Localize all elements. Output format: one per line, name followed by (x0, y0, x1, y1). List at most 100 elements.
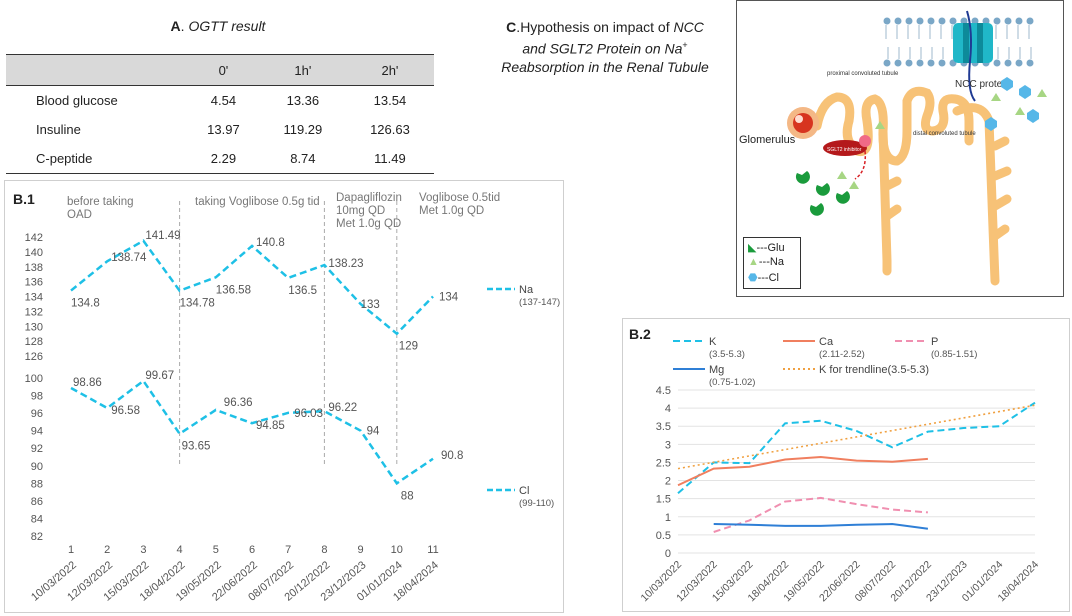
b1-y-tick: 96 (31, 408, 43, 420)
glomerulus-icon (787, 107, 819, 139)
ogtt-row-label: Insuline (36, 122, 81, 137)
b2-legend-name: K (709, 336, 717, 348)
svg-text:SGLT2 inhibitor: SGLT2 inhibitor (827, 147, 862, 153)
b1-y-tick: 126 (25, 351, 43, 363)
b1-y-tick: 134 (25, 292, 43, 304)
b1-y-tick: 136 (25, 277, 43, 289)
b2-trendline (677, 404, 1036, 470)
chloride-icons (985, 77, 1039, 131)
b1-na-line (70, 239, 434, 336)
ogtt-cell: 11.49 (345, 144, 434, 174)
b1-svg: 8284868890929496981001261281301321341361… (25, 192, 561, 604)
b2-legend-range: (3.5-5.3) (709, 349, 745, 360)
table-row: Blood glucose 4.54 13.36 13.54 (6, 86, 434, 116)
lipid-head (916, 17, 924, 25)
ncc-channel-icon (953, 10, 993, 102)
b2-y-tick: 3.5 (656, 421, 671, 433)
b1-na-data-label: 138.23 (328, 258, 363, 270)
b1-na-data-label: 133 (361, 299, 380, 311)
lipid-head (905, 17, 913, 25)
b1-na-data-label: 140.8 (256, 237, 285, 249)
b1-cl-data-label: 96.22 (328, 402, 357, 414)
ogtt-col-header (6, 54, 187, 86)
b1-x-tick: 11 (427, 544, 438, 556)
sglt2-inhibitor-icon: SGLT2 inhibitor (823, 135, 871, 180)
ogtt-cell: 13.97 (207, 122, 240, 137)
ogtt-cell: 13.36 (286, 93, 320, 108)
ogtt-col-header: 1h' (259, 54, 346, 86)
tubule-svg: NCC protein Glomerulus proximal convolut… (739, 10, 1047, 286)
lipid-head (993, 59, 1001, 67)
b2-y-tick: 0.5 (656, 530, 671, 542)
b1-phase-label: OAD (67, 209, 92, 221)
lipid-head (1015, 59, 1023, 67)
b1-cl-data-label: 90.8 (441, 450, 463, 462)
table-row: C-peptide 2.29 8.74 11.49 (6, 144, 434, 174)
ogtt-col-header: 2h' (345, 54, 434, 86)
b1-x-tick: 5 (213, 544, 219, 556)
ogtt-panel: A. OGTT result 0' 1h' 2h' Blood glucose 4.5… (0, 18, 436, 174)
lipid-head (1026, 17, 1034, 25)
b1-na-data-label: 134.78 (180, 298, 215, 310)
b1-x-tick: 2 (104, 544, 110, 556)
b1-y-tick: 92 (31, 443, 43, 455)
b1-y-tick: 100 (25, 373, 43, 385)
b1-y-tick: 140 (25, 247, 43, 259)
panel-label-b2: B.2 (629, 326, 651, 342)
b2-legend-name: Ca (819, 336, 834, 348)
b1-na-data-label: 136.58 (216, 284, 251, 296)
tubule-shape (812, 86, 1012, 286)
table-row: Insuline 13.97 119.29 126.63 (6, 115, 434, 144)
ogtt-title: A. OGTT result (170, 18, 266, 34)
dct-label: distal convoluted tubule (913, 131, 976, 137)
lipid-head (883, 59, 891, 67)
b1-na-data-label: 129 (399, 341, 418, 353)
renal-tubule-diagram: NCC protein Glomerulus proximal convolut… (736, 0, 1064, 297)
b1-y-tick: 90 (31, 461, 43, 473)
b2-legend-name: K for trendline(3.5-5.3) (819, 364, 929, 376)
b2-svg: 00.511.522.533.544.510/03/202212/03/2022… (638, 336, 1041, 604)
b1-x-tick: 4 (177, 544, 183, 556)
b1-y-tick: 86 (31, 496, 43, 508)
b1-na-data-label: 136.5 (288, 285, 317, 297)
lipid-head (905, 59, 913, 67)
b1-cl-data-label: 88 (401, 490, 414, 502)
b1-cl-data-label: 96.58 (111, 405, 140, 417)
legend-cl: ⬣---Cl (748, 272, 779, 284)
b1-phase-label: taking Voglibose 0.5g tid (195, 196, 320, 208)
b1-y-tick: 98 (31, 391, 43, 403)
lipid-head (938, 17, 946, 25)
b1-x-tick: 1 (68, 544, 74, 556)
b1-x-tick: 10 (391, 544, 403, 556)
ogtt-row-label: C-peptide (6, 144, 187, 174)
electrolyte-chart-b2: B.2 0 0.5 1 1.5 2 2.5 3 3.5 4 4.5 10/03/2022 12/03/… (622, 318, 1070, 612)
ogtt-cell: 126.63 (370, 122, 410, 137)
sodium-icons (837, 89, 1047, 189)
b1-x-tick: 3 (140, 544, 146, 556)
b1-x-tick: 8 (321, 544, 327, 556)
b1-cl-line (70, 379, 434, 486)
b1-y-tick: 84 (31, 513, 43, 525)
lipid-head (993, 17, 1001, 25)
b1-legend-cl: Cl (519, 485, 529, 497)
ogtt-cell: 4.54 (210, 93, 237, 108)
lipid-head (949, 17, 957, 25)
b2-y-tick: 1.5 (656, 494, 671, 506)
b1-cl-data-label: 98.86 (73, 377, 102, 389)
b1-y-tick: 82 (31, 531, 43, 543)
legend-glu: ◣---Glu (748, 242, 785, 254)
b2-legend-range: (2.11-2.52) (819, 349, 865, 360)
b2-y-tick: 1 (665, 512, 671, 524)
ion-legend: ◣---Glu ▲---Na ⬣---Cl (743, 237, 801, 289)
b1-y-tick: 130 (25, 321, 43, 333)
ogtt-cell: 8.74 (259, 144, 346, 174)
panel-c-title: C.Hypothesis on impact of NCC and SGLT2 … (501, 19, 709, 75)
lipid-head (1026, 59, 1034, 67)
lipid-head (883, 17, 891, 25)
ogtt-cell: 13.54 (373, 93, 407, 108)
legend-na: ▲---Na (748, 256, 784, 268)
b1-cl-data-label: 93.65 (182, 441, 211, 453)
b1-y-tick: 142 (25, 232, 43, 244)
b2-series-mg (713, 523, 929, 530)
b2-series-ca (677, 456, 928, 487)
